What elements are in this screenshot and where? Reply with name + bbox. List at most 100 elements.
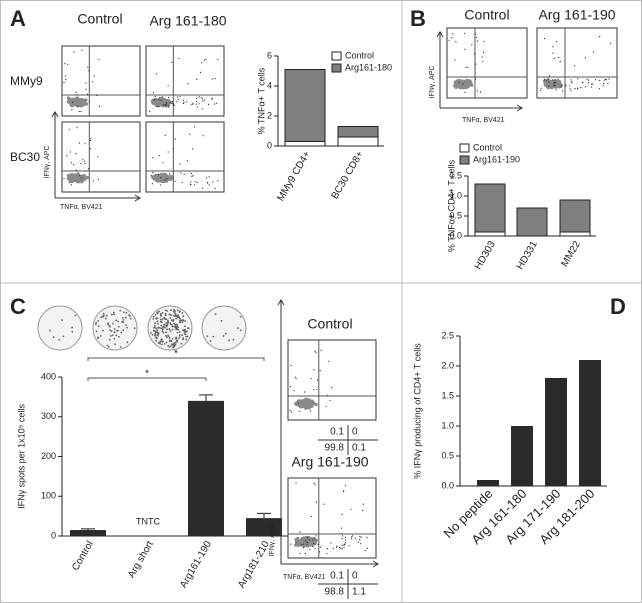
spot [152, 329, 155, 332]
spot [178, 336, 181, 338]
flow-dot [78, 111, 80, 113]
flow-dot [173, 104, 175, 107]
flow-dot [455, 83, 460, 87]
spot [71, 326, 73, 329]
flow-dot [83, 101, 87, 105]
flow-dot [181, 182, 183, 184]
flow-dot [313, 538, 316, 540]
spot [169, 322, 172, 324]
spot [175, 336, 178, 339]
spot [156, 320, 159, 323]
flow-dot [315, 351, 317, 353]
flow-dot [345, 484, 347, 486]
spot [222, 335, 225, 337]
spot [178, 317, 181, 320]
flow-dot [290, 411, 293, 413]
flow-dot [319, 551, 321, 553]
flow-dot [458, 85, 462, 89]
flow-dot [339, 546, 341, 549]
flow-dot [458, 82, 462, 86]
spot [182, 315, 185, 318]
flow-dot [200, 97, 202, 99]
flow-dot [341, 527, 343, 529]
flow-dot [85, 82, 87, 84]
quadrant-table-lines [318, 425, 378, 455]
flow-dot [87, 168, 90, 170]
flow-dot [559, 60, 561, 62]
bar [188, 400, 224, 536]
spot [110, 313, 113, 316]
spot [178, 321, 181, 324]
spot [177, 326, 179, 329]
flow-dot [189, 183, 192, 185]
flow-dot [177, 98, 179, 100]
flow-dot [202, 187, 204, 189]
spot [174, 323, 177, 326]
flow-dot [300, 402, 304, 406]
spot [167, 319, 169, 322]
flow-dot [182, 102, 184, 104]
flow-dot [85, 175, 89, 179]
spot [239, 329, 242, 332]
flow-dot [186, 101, 188, 103]
flow-dot [464, 48, 466, 51]
flow-dot [546, 83, 550, 87]
spot [122, 319, 125, 321]
spot [112, 322, 114, 325]
flow-dot [196, 78, 198, 80]
flow-dot [178, 57, 180, 60]
spot [155, 336, 158, 339]
panel-letter: D [610, 294, 626, 319]
well [92, 305, 138, 351]
flow-dot [157, 177, 161, 181]
spot [97, 336, 99, 339]
well [147, 305, 193, 351]
flow-dot [552, 79, 554, 81]
flow-dot [476, 90, 478, 92]
flow-dot [167, 85, 169, 87]
flow-dot [164, 134, 166, 136]
legend-swatch [331, 51, 342, 61]
flow-dot [554, 85, 556, 87]
flow-dot [77, 106, 79, 108]
spot [161, 328, 164, 331]
spot [224, 332, 227, 335]
spot [125, 311, 128, 314]
x-tick-label: Arg181-210 [236, 539, 272, 590]
flow-dot [89, 139, 91, 142]
flow-dot [183, 173, 185, 175]
flow-dot [315, 535, 317, 537]
spot [184, 325, 186, 328]
flow-dot [570, 79, 572, 81]
flow-dot [167, 151, 169, 153]
flow-dot [557, 78, 559, 80]
flow-dot [354, 538, 356, 540]
flow-dot [314, 547, 316, 549]
flow-dot [344, 542, 347, 544]
spot [168, 346, 171, 348]
flow-dot [543, 78, 546, 80]
well [201, 305, 247, 351]
flow-dot [462, 83, 464, 85]
spot [111, 334, 114, 337]
spot [117, 320, 120, 323]
flow-dot [199, 71, 202, 73]
spot [97, 320, 100, 322]
spot [120, 331, 123, 334]
flow-row-label: MMy9 [10, 74, 43, 88]
flow-dot [295, 376, 297, 378]
flow-dot [303, 391, 306, 393]
spot [173, 342, 176, 344]
flow-dot [304, 538, 308, 542]
flow-dot [155, 73, 158, 75]
spot [232, 338, 235, 341]
spot [170, 340, 173, 343]
spot [239, 316, 242, 318]
spot [169, 314, 171, 316]
flow-dot [297, 402, 299, 404]
quadrant-value: 99.8 [325, 443, 345, 454]
flow-dot [75, 91, 77, 94]
flow-dot [313, 542, 315, 545]
bar-segment [559, 199, 591, 233]
spot [184, 330, 187, 333]
